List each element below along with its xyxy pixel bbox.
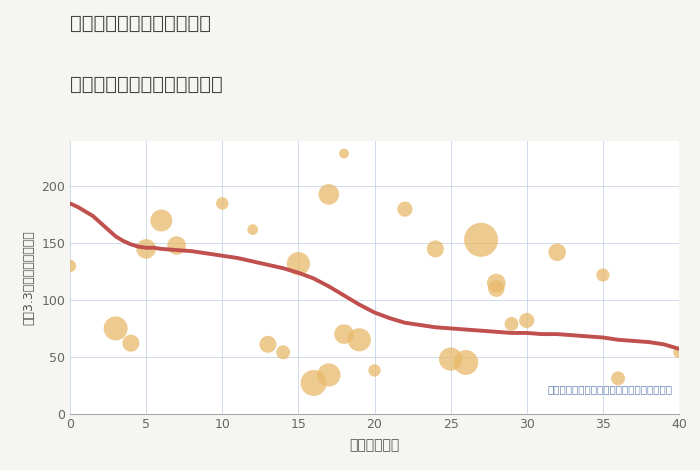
Point	[293, 260, 304, 267]
Point	[262, 341, 274, 348]
Point	[156, 217, 167, 224]
Point	[673, 348, 685, 356]
Point	[171, 242, 182, 249]
Point	[597, 271, 608, 279]
Point	[64, 262, 76, 270]
Point	[277, 348, 289, 356]
Text: 円の大きさは、取引のあった物件面積を示す: 円の大きさは、取引のあった物件面積を示す	[548, 384, 673, 394]
Point	[125, 339, 136, 347]
X-axis label: 築年数（年）: 築年数（年）	[349, 439, 400, 453]
Point	[521, 317, 532, 324]
Point	[339, 150, 350, 157]
Point	[110, 325, 121, 332]
Point	[491, 279, 502, 287]
Point	[339, 330, 350, 338]
Point	[552, 249, 563, 256]
Point	[475, 236, 486, 243]
Point	[354, 336, 365, 344]
Text: 築年数別中古マンション価格: 築年数別中古マンション価格	[70, 75, 223, 94]
Point	[612, 375, 624, 382]
Point	[369, 367, 380, 374]
Point	[141, 245, 152, 253]
Point	[247, 226, 258, 233]
Text: 福岡県築上郡築上町有安の: 福岡県築上郡築上町有安の	[70, 14, 211, 33]
Point	[399, 205, 410, 213]
Point	[323, 371, 335, 379]
Point	[323, 191, 335, 198]
Point	[308, 379, 319, 387]
Y-axis label: 坪（3.3㎡）単価（万円）: 坪（3.3㎡）単価（万円）	[22, 230, 36, 325]
Point	[430, 245, 441, 253]
Point	[445, 355, 456, 363]
Point	[491, 285, 502, 292]
Point	[217, 200, 228, 207]
Point	[506, 320, 517, 328]
Point	[461, 359, 472, 366]
